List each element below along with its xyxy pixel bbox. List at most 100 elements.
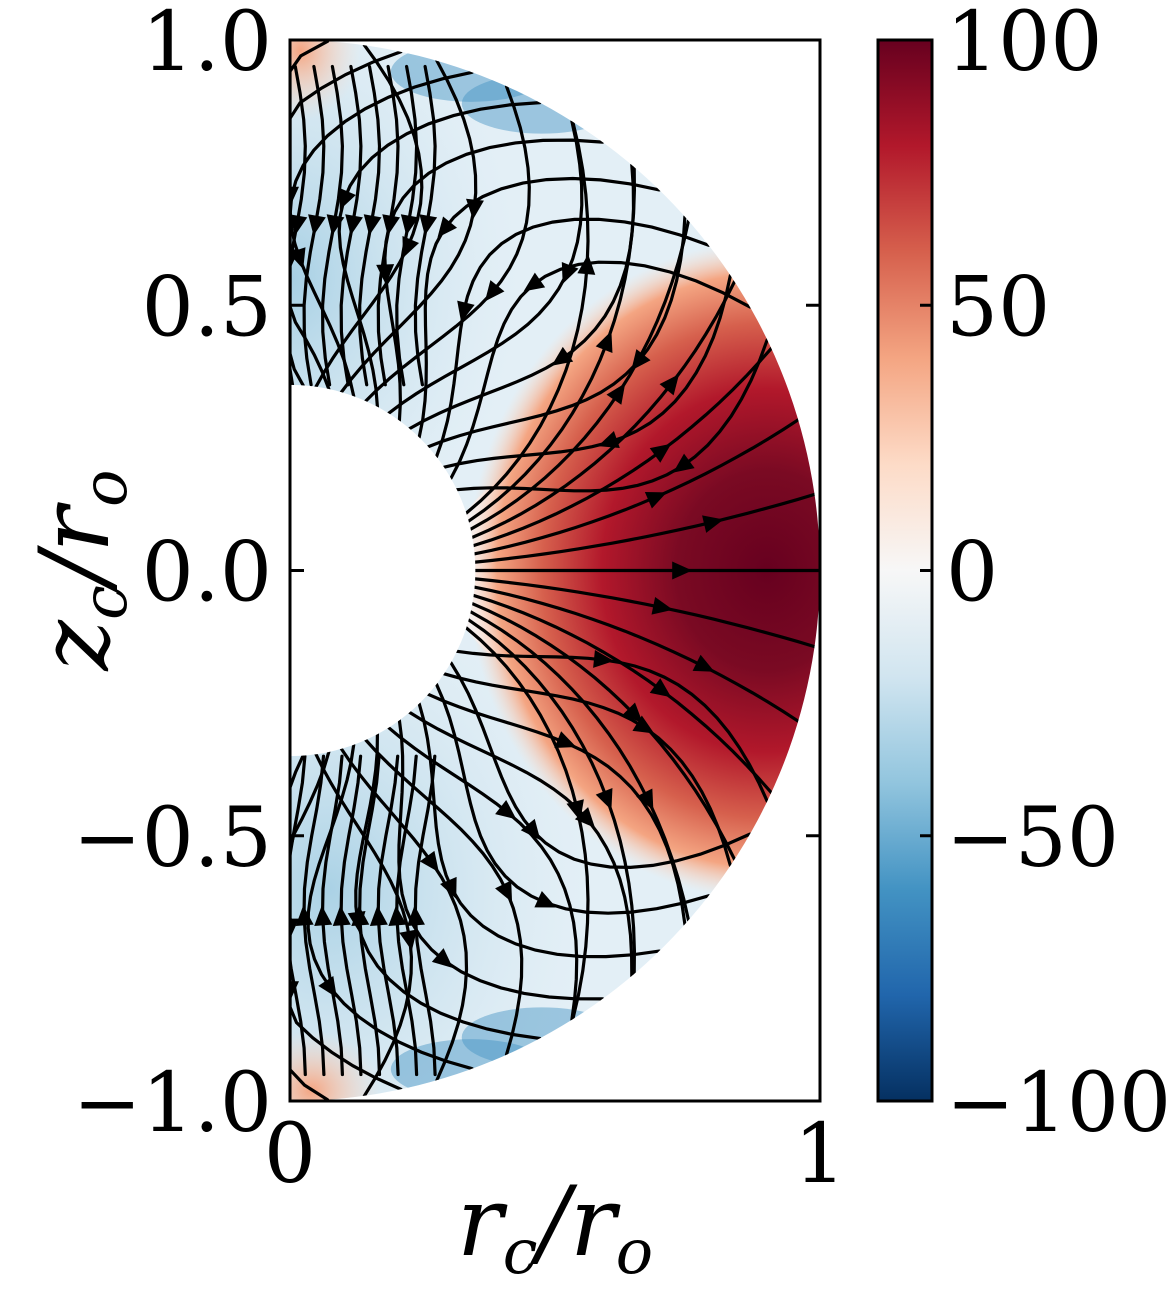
streamline-arrow: [363, 214, 382, 236]
streamline-10: [472, 346, 773, 548]
colorbar-tick-label: −50: [946, 791, 1119, 886]
streamline-25: [364, 84, 531, 403]
streamline-23: [387, 119, 584, 415]
streamline-arrow: [651, 596, 673, 615]
streamline-arrow: [632, 715, 655, 734]
colorbar-tick-label: 100: [946, 0, 1103, 90]
streamline-arrow: [326, 214, 345, 236]
streamline-arrow: [595, 331, 613, 353]
streamline-arrow: [595, 788, 613, 810]
streamline-arrow: [332, 905, 351, 926]
streamline-arrow: [561, 261, 579, 284]
y-tick-label: 0.5: [142, 260, 272, 355]
streamline-45: [314, 752, 414, 1098]
streamline-48: [290, 754, 307, 1077]
streamline-37: [408, 710, 634, 978]
streamline-arrow: [495, 799, 517, 820]
streamline-arrow: [388, 905, 407, 926]
streamline-arrow: [574, 807, 596, 828]
streamline-arrow: [659, 374, 680, 396]
streamline-arrow: [554, 731, 577, 748]
streamline-arrow: [419, 850, 439, 873]
y-tick-label: 0.0: [142, 526, 272, 621]
x-tick-label: 0: [264, 1107, 316, 1202]
x-axis-label: rc/ro: [457, 1166, 653, 1288]
streamline-arrow: [466, 198, 484, 220]
streamline-arrow: [308, 214, 326, 236]
streamline-6: [473, 577, 817, 649]
streamline-arrow: [597, 431, 620, 449]
streamline-38: [397, 718, 605, 1001]
streamline-1: [467, 618, 637, 976]
streamline-35: [426, 692, 687, 926]
streamline-3: [470, 602, 737, 861]
streamline-arrow: [431, 948, 453, 969]
streamline-27: [339, 59, 478, 394]
streamline-43: [339, 747, 469, 1082]
streamline-29: [314, 43, 424, 389]
streamline-arrow: [400, 214, 419, 236]
streamline-34: [434, 682, 711, 915]
streamline-24: [337, 101, 542, 409]
streamline-arrow: [406, 905, 425, 926]
streamline-12: [469, 219, 691, 531]
streamline-arrow: [551, 346, 574, 366]
colorbar-tick-label: −100: [946, 1056, 1168, 1151]
streamline-arrow: [369, 905, 388, 926]
streamline-arrow: [351, 905, 370, 926]
streamline-arrow: [622, 702, 643, 723]
streamline-arrow: [437, 216, 458, 238]
colorbar-tick-label: 50: [946, 260, 1050, 355]
streamline-18: [434, 217, 711, 459]
streamline-arrow: [457, 300, 475, 323]
streamline-8: [473, 492, 817, 564]
streamline-39: [387, 726, 579, 1022]
streamline-15: [455, 338, 769, 493]
streamline-arrow: [345, 214, 363, 236]
streamline-31: [455, 649, 769, 803]
streamline-arrow: [419, 214, 438, 236]
streamlines: [290, 40, 820, 1101]
streamline-44: [290, 750, 403, 1091]
colorbar-ticks: 100 50 0 −50 −100: [920, 0, 1168, 1151]
streamline-19: [426, 215, 687, 449]
x-tick-label: 1: [794, 1107, 846, 1202]
streamline-33: [442, 672, 732, 868]
streamline-arrow: [593, 649, 614, 668]
y-axis-label: zc/ro: [19, 470, 141, 672]
y-tick-label: −0.5: [73, 791, 272, 886]
streamline-42: [306, 743, 474, 1071]
streamline-arrow: [672, 561, 693, 580]
streamline-arrow: [644, 491, 667, 509]
y-axis-ticks: 1.0 0.5 0.0 −0.5 −1.0: [73, 0, 820, 1151]
streamline-arrow: [484, 280, 505, 302]
streamline-arrow: [702, 515, 724, 533]
streamline-arrow: [339, 187, 356, 210]
streamline-21: [408, 163, 636, 431]
streamline-20: [417, 176, 661, 439]
streamline-17: [442, 273, 732, 469]
y-tick-label: −1.0: [73, 1056, 272, 1151]
streamline-arrow: [314, 905, 333, 926]
positive-spot-north: [290, 40, 361, 121]
y-tick-label: 1.0: [142, 0, 272, 90]
streamline-arrow: [382, 214, 401, 236]
streamline-arrow: [649, 443, 672, 463]
streamline-16: [449, 260, 752, 480]
streamline-arrow: [290, 249, 299, 270]
streamline-arrow: [495, 880, 513, 903]
streamline-arrow: [606, 383, 626, 405]
streamline-arrow: [290, 186, 299, 207]
streamline-arrow: [649, 678, 672, 698]
streamline-arrow: [692, 654, 715, 672]
streamline-0: [464, 626, 590, 1021]
streamline-arrow: [290, 214, 308, 236]
negative-band-south: [290, 568, 590, 1101]
streamline-arrow: [399, 929, 418, 951]
streamline-arrow: [631, 349, 651, 371]
streamline-5: [473, 585, 800, 723]
streamline-9: [473, 418, 800, 556]
streamline-arrow: [673, 453, 695, 473]
